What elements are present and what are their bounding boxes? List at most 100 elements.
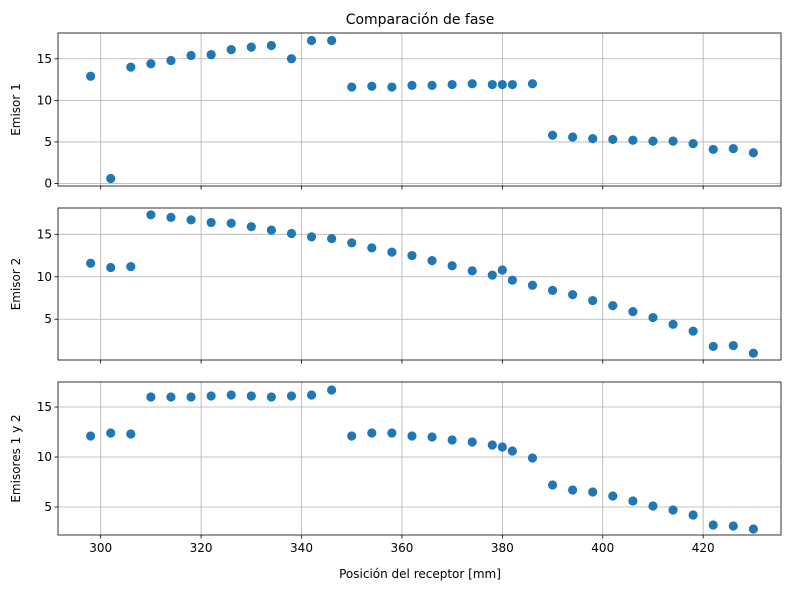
data-point (568, 132, 578, 142)
data-point (407, 80, 417, 90)
x-tick-label: 320 (190, 541, 213, 555)
data-point (126, 429, 136, 439)
data-point (748, 148, 758, 158)
subplot-2: 5 10 15 Emisor 2 (9, 207, 782, 364)
data-point (246, 222, 256, 232)
data-point (86, 431, 96, 441)
data-point (648, 501, 658, 511)
data-point (628, 496, 638, 506)
data-point (487, 440, 497, 450)
data-point (447, 435, 457, 445)
data-point (568, 290, 578, 300)
data-point (367, 243, 377, 253)
data-point (166, 392, 176, 402)
data-point (748, 348, 758, 358)
data-point (628, 306, 638, 317)
data-point (588, 487, 598, 497)
data-point (497, 442, 507, 452)
data-point (226, 45, 236, 55)
data-point (86, 258, 96, 268)
data-point (306, 390, 317, 400)
data-point (327, 35, 337, 46)
data-point (226, 390, 236, 400)
y-tick-label: 0 (44, 177, 52, 191)
data-point (487, 79, 497, 90)
data-point (507, 275, 517, 285)
y-axis-label: Emisores 1 y 2 (9, 414, 23, 502)
data-point (728, 521, 738, 531)
data-point (146, 392, 156, 402)
y-tick-label: 5 (44, 500, 52, 514)
data-point (527, 280, 538, 290)
data-point (367, 428, 377, 438)
data-point (367, 81, 377, 91)
data-point (206, 50, 216, 60)
data-point (728, 340, 738, 351)
data-point (527, 453, 538, 463)
data-point (507, 79, 517, 90)
data-point (407, 250, 417, 261)
data-point (588, 295, 598, 306)
x-tick-label: 300 (89, 541, 112, 555)
data-point (266, 392, 276, 402)
subplot-3: 300 320 340 360 380 400 420 5 10 15 Emisores 1 y 2 (9, 381, 782, 555)
y-axis-label: Emisor 2 (9, 258, 23, 311)
y-axis-label: Emisor 1 (9, 83, 23, 136)
data-point (306, 35, 317, 46)
data-point (387, 82, 397, 92)
data-point (608, 301, 618, 311)
data-point (306, 232, 317, 242)
x-tick-label: 400 (591, 541, 614, 555)
data-point (246, 391, 256, 401)
data-point (668, 319, 678, 329)
data-point (347, 82, 357, 92)
data-point (166, 55, 176, 66)
data-point (547, 130, 558, 140)
data-point (206, 217, 216, 228)
data-point (126, 261, 136, 272)
data-point (547, 285, 558, 295)
data-point (327, 385, 337, 395)
axes-frame (57, 32, 782, 187)
y-tick-label: 10 (37, 93, 52, 107)
data-point (447, 79, 457, 90)
data-point (497, 265, 507, 275)
data-point (688, 138, 698, 149)
y-tick-label: 5 (44, 135, 52, 149)
data-point (347, 238, 357, 248)
data-point (106, 262, 116, 273)
chart-title: Comparación de fase (346, 12, 495, 28)
data-point (427, 80, 437, 90)
y-tick-label: 10 (37, 450, 52, 464)
data-point (166, 212, 176, 222)
data-point (688, 510, 698, 520)
data-point (327, 233, 337, 244)
data-point (588, 134, 598, 144)
data-point (226, 218, 236, 228)
data-point (286, 391, 297, 401)
data-point (568, 485, 578, 495)
data-point (146, 59, 156, 69)
x-tick-label: 340 (290, 541, 313, 555)
data-point (668, 136, 678, 146)
data-point (126, 62, 136, 72)
data-point (186, 50, 196, 61)
subplot-1: 0 5 10 15 Emisor 1 (9, 32, 782, 191)
data-point (708, 341, 718, 352)
data-point (206, 391, 216, 401)
x-tick-label: 360 (390, 541, 413, 555)
data-point (748, 524, 758, 534)
data-point (86, 71, 96, 81)
axes-frame (57, 381, 782, 536)
data-point (648, 136, 658, 146)
data-point (186, 215, 196, 225)
data-point (186, 392, 196, 402)
data-point (527, 79, 538, 89)
data-point (387, 247, 397, 257)
data-point (427, 432, 437, 442)
data-point (708, 144, 718, 155)
data-point (286, 228, 297, 239)
data-point (608, 491, 618, 501)
